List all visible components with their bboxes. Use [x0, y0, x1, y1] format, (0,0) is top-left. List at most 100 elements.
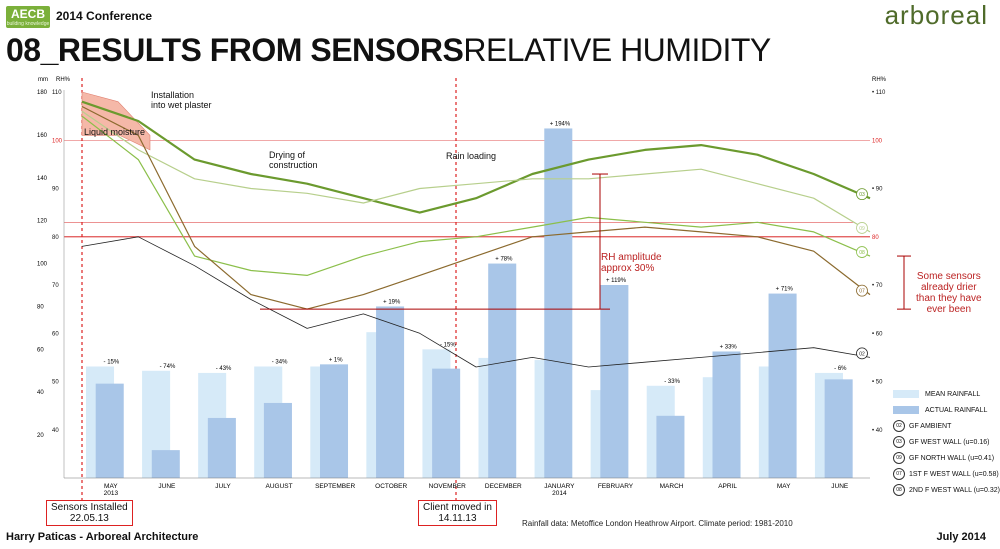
rh-right-tick-label: • 40: [872, 428, 883, 434]
client-moved-line1: Client moved in: [423, 502, 492, 513]
series-tag-text: 09: [859, 226, 865, 232]
rh-right-tick-label: 100: [872, 138, 883, 144]
series-tag-text: 02: [859, 351, 865, 357]
month-tick-label: MAY: [777, 483, 791, 490]
year-tick-label: 2013: [104, 490, 119, 497]
logo-text: AECB: [10, 7, 45, 21]
legend-label: GF AMBIENT: [909, 422, 952, 430]
legend-item: ACTUAL RAINFALL: [893, 402, 1000, 418]
series-tag-text: 07: [859, 289, 865, 295]
series-tag-circle: [856, 284, 868, 297]
installation-annotation: Installation into wet plaster: [151, 90, 212, 110]
actual-rainfall-bar: [95, 383, 124, 478]
series-tag-circle: [856, 347, 868, 360]
actual-rainfall-bar: [151, 450, 180, 478]
installation-line1: Installation: [151, 90, 195, 100]
mm-tick-label: 120: [37, 219, 48, 225]
date-footer: July 2014: [936, 531, 986, 543]
month-tick-label: APRIL: [718, 483, 737, 490]
mm-tick-label: 80: [37, 304, 44, 310]
rh-left-tick-label: 90: [52, 187, 59, 193]
rh-amplitude-line1: RH amplitude: [601, 252, 662, 263]
conference-label: 2014 Conference: [56, 9, 153, 23]
series-tag-circle: [856, 246, 868, 258]
author-footer: Harry Paticas - Arboreal Architecture: [6, 531, 199, 543]
bar-value-label: + 78%: [495, 257, 513, 263]
actual-rainfall-bar: [488, 263, 517, 478]
sensors-installed-line1: Sensors Installed: [51, 502, 128, 513]
bar-value-label: - 15%: [104, 359, 120, 365]
rh-right-tick-label: • 50: [872, 380, 883, 386]
actual-rainfall-bar: [207, 417, 236, 478]
rh-right-tick-label: 80: [872, 235, 879, 241]
client-moved-box: Client moved in 14.11.13: [418, 500, 497, 526]
actual-rainfall-bar: [263, 402, 292, 478]
rh-left-tick-label: 110: [52, 90, 62, 96]
rh-left-tick-label: 100: [52, 138, 63, 144]
legend-item: 02 GF AMBIENT: [893, 418, 1000, 434]
month-tick-label: JUNE: [831, 483, 849, 490]
rh-left-tick-label: 60: [52, 331, 59, 337]
title-light: RELATIVE HUMIDITY: [463, 32, 771, 68]
actual-rainfall-bar: [768, 293, 797, 478]
series-tag-text: 03: [859, 192, 865, 198]
actual-rainfall-bar: [432, 368, 461, 478]
legend-label: ACTUAL RAINFALL: [925, 406, 988, 414]
drying-line1: Drying of: [269, 150, 306, 160]
month-tick-label: AUGUST: [266, 483, 293, 490]
client-moved-line2: 14.11.13: [438, 513, 477, 524]
rh-right-tick-label: • 70: [872, 283, 883, 289]
year-tick-label: 2014: [552, 490, 567, 497]
mm-tick-label: 100: [37, 262, 48, 268]
mm-tick-label: 60: [37, 347, 44, 353]
actual-rainfall-bar: [376, 306, 405, 478]
bar-value-label: + 71%: [776, 287, 794, 293]
annotation-layer: [260, 173, 911, 310]
right-axis-unit: RH%: [872, 77, 887, 83]
mm-tick-label: 160: [37, 133, 48, 139]
actual-rainfall-bar: [544, 128, 573, 478]
rh-series-line-07: [81, 105, 871, 310]
rh-left-tick-label: 80: [52, 235, 59, 241]
legend-label: GF WEST WALL (u=0.16): [909, 438, 990, 446]
month-tick-label: MARCH: [660, 483, 684, 490]
bar-value-label: - 43%: [216, 366, 232, 372]
bar-value-label: - 6%: [834, 366, 847, 372]
legend-label: MEAN RAINFALL: [925, 390, 981, 398]
rh-left-tick-label: 50: [52, 380, 59, 386]
chart-legend: MEAN RAINFALL ACTUAL RAINFALL 02 GF AMBIENT…: [893, 386, 1000, 498]
rh-right-tick-label: • 110: [872, 90, 886, 96]
bar-value-label: + 19%: [383, 299, 401, 305]
bar-value-label: + 33%: [720, 344, 738, 350]
bars-layer: - 15% - 74% - 43% - 34% + 1% + 19% - 15% + 78% +…: [86, 121, 853, 478]
left-axis-unit-rh: RH%: [56, 77, 71, 83]
drier-line1: Some sensors: [916, 271, 981, 282]
legend-item: 08 2ND F WEST WALL (u=0.32): [893, 482, 1000, 498]
month-tick-label: DECEMBER: [485, 483, 522, 490]
month-tick-label: FEBRUARY: [598, 483, 634, 490]
rh-series-line-03: [81, 100, 871, 214]
drying-annotation: Drying of construction: [269, 150, 318, 170]
legend-swatch: 08: [893, 484, 905, 496]
page-title: 08_RESULTS FROM SENSORSRELATIVE HUMIDITY: [6, 32, 771, 69]
bar-value-label: - 34%: [272, 359, 288, 365]
left-axis-unit-mm: mm: [38, 77, 48, 83]
rh-series-line-02: [81, 236, 871, 368]
series-tag-circle: [856, 222, 868, 234]
installation-line2: into wet plaster: [151, 100, 212, 110]
legend-swatch: 09: [893, 452, 905, 464]
legend-swatch: 03: [893, 436, 905, 448]
drier-label: Some sensors already drier than they hav…: [916, 271, 982, 315]
legend-label: 2ND F WEST WALL (u=0.32): [909, 486, 1000, 494]
mm-tick-label: 40: [37, 390, 44, 396]
legend-swatch: 02: [893, 420, 905, 432]
title-bold: 08_RESULTS FROM SENSORS: [6, 32, 464, 68]
rh-right-tick-label: • 60: [872, 331, 883, 337]
legend-item: MEAN RAINFALL: [893, 386, 1000, 402]
legend-label: 1ST F WEST WALL (u=0.58): [909, 470, 999, 478]
rh-left-tick-label: 70: [52, 283, 59, 289]
drier-line4: ever been: [926, 304, 972, 315]
brand-logo: arboreal: [884, 0, 988, 30]
drier-line2: already drier: [921, 282, 977, 293]
